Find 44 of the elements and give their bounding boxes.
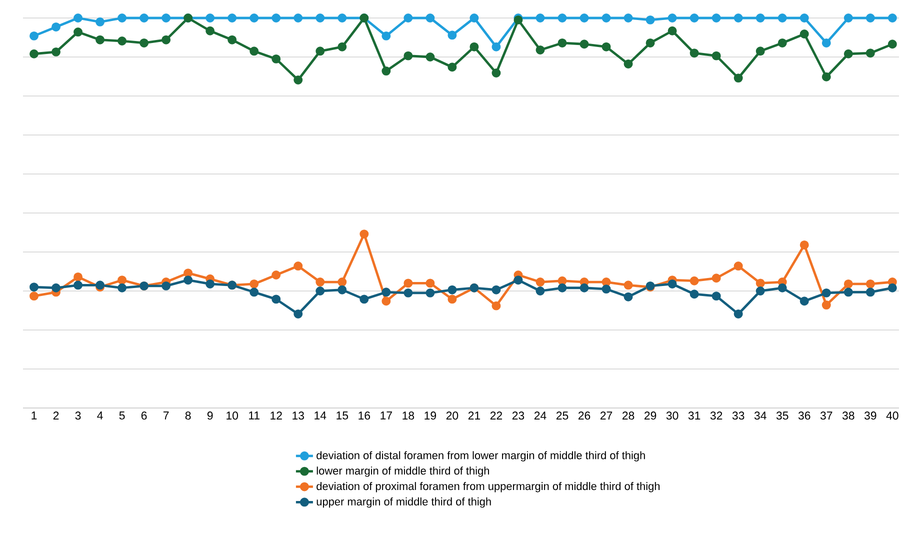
x-tick-label: 29: [644, 412, 656, 420]
x-tick-label: 1: [32, 412, 37, 420]
x-tick-label: 18: [402, 412, 414, 420]
x-tick-label: 10: [226, 412, 238, 420]
x-tick-label: 13: [292, 412, 304, 420]
x-tick-label: 23: [512, 412, 524, 420]
legend-label: lower margin of middle third of thigh: [316, 466, 489, 477]
x-tick-label: 25: [556, 412, 568, 420]
x-tick-label: 4: [97, 412, 103, 420]
x-tick-label: 37: [820, 412, 832, 420]
x-tick-label: 34: [754, 412, 766, 420]
x-tick-label: 38: [842, 412, 854, 420]
x-tick-label: 11: [249, 412, 260, 420]
x-tick-label: 28: [622, 412, 634, 420]
x-tick-label: 40: [886, 412, 898, 420]
x-tick-label: 12: [270, 412, 282, 420]
x-tick-label: 8: [185, 412, 191, 420]
x-tick-label: 26: [578, 412, 590, 420]
legend-label: deviation of distal foramen from lower margin of middle third of thigh: [316, 451, 645, 462]
x-tick-label: 24: [534, 412, 546, 420]
x-tick-label: 19: [424, 412, 436, 420]
x-tick-label: 7: [163, 412, 169, 420]
x-tick-label: 21: [468, 412, 480, 420]
x-tick-label: 3: [75, 412, 81, 420]
x-tick-label: 9: [207, 412, 213, 420]
x-tick-label: 31: [688, 412, 700, 420]
x-tick-label: 33: [732, 412, 744, 420]
x-tick-label: 39: [864, 412, 876, 420]
x-tick-label: 14: [314, 412, 326, 420]
x-tick-label: 5: [119, 412, 125, 420]
x-tick-label: 22: [490, 412, 502, 420]
x-tick-label: 30: [666, 412, 678, 420]
x-tick-label: 20: [446, 412, 458, 420]
x-tick-label: 6: [141, 412, 147, 420]
legend-label: deviation of proximal foramen from uppermargin of middle third of thigh: [316, 482, 660, 492]
x-tick-label: 16: [358, 412, 370, 420]
x-tick-label: 36: [798, 412, 810, 420]
x-tick-label: 27: [600, 412, 612, 420]
x-tick-label: 17: [380, 412, 392, 420]
x-tick-label: 35: [776, 412, 788, 420]
x-tick-label: 32: [710, 412, 722, 420]
legend-label: upper margin of middle third of thigh: [316, 497, 491, 508]
x-tick-label: 2: [53, 412, 59, 420]
x-tick-label: 15: [336, 412, 348, 420]
